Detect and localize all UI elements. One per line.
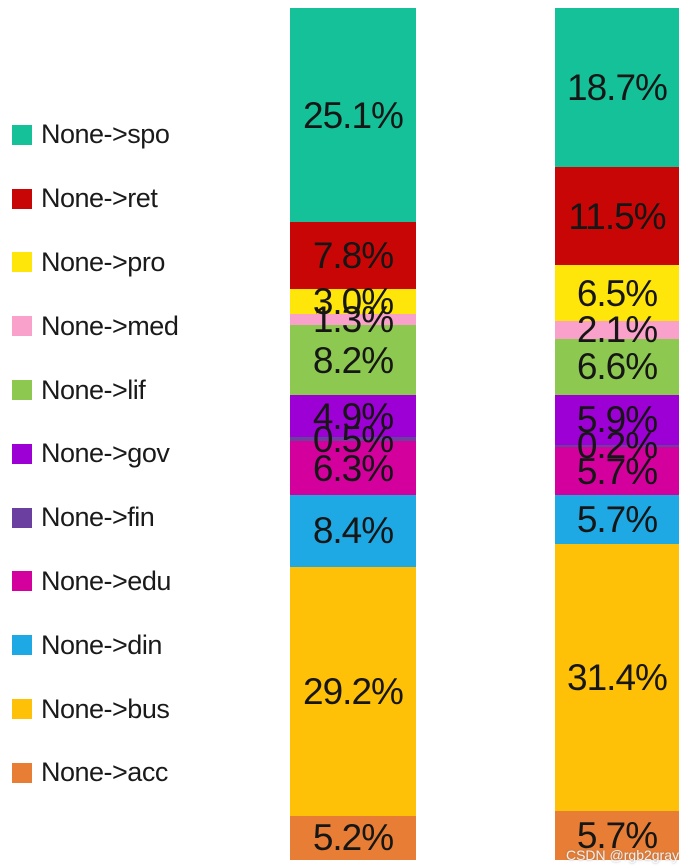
legend-item-label: None->bus: [41, 693, 170, 724]
segment-value-label: 25.1%: [303, 94, 404, 136]
legend-item-label: None->din: [41, 629, 162, 660]
segment-value-label: 7.8%: [312, 234, 394, 276]
segment-value-label: 5.9%: [576, 399, 658, 441]
segment-value-label: 4.9%: [312, 395, 394, 437]
bar-segment: 25.1%: [290, 8, 416, 223]
stacked-bar-right: 18.7% 11.5% 6.5% 2.1% 6.6% 5.9% 0.2% 5.7% 5.7% 31…: [555, 8, 679, 860]
segment-value-label: 8.4%: [312, 510, 394, 552]
segment-value-label: 18.7%: [567, 67, 668, 109]
bar-segment: 6.6%: [555, 338, 679, 395]
legend-color-swatch-icon: [12, 762, 32, 783]
segment-value-label: 0.5%: [312, 418, 394, 460]
legend-item: None->bus: [12, 677, 178, 741]
legend-item-label: None->spo: [41, 119, 170, 150]
segment-value-label: 0.2%: [576, 425, 658, 467]
legend-item: None->pro: [12, 231, 178, 295]
stacked-bar-left: 25.1% 7.8% 3.0% 1.3% 8.2% 4.9% 0.5% 6.3% 8.4% 29.…: [290, 8, 416, 860]
bar-segment: 5.2%: [290, 815, 416, 860]
bar-segment: 5.7%: [555, 495, 679, 544]
bar-segment: 1.3%: [290, 301, 416, 338]
legend-item: None->lif: [12, 358, 178, 422]
legend-item-label: None->edu: [41, 565, 171, 596]
legend-color-swatch-icon: [12, 699, 32, 720]
segment-value-label: 5.7%: [576, 450, 658, 492]
bar-segment: 31.4%: [555, 543, 679, 812]
bar-segment: 7.8%: [290, 222, 416, 289]
segment-value-label: 1.3%: [312, 299, 394, 341]
bar-segment: 11.5%: [555, 167, 679, 266]
bar-segment: 5.9%: [555, 394, 679, 446]
legend-item-label: None->lif: [41, 374, 146, 405]
legend-item: None->gov: [12, 422, 178, 486]
segment-value-label: 11.5%: [568, 195, 666, 237]
legend: None->spo None->ret None->pro None->med None…: [12, 103, 179, 805]
bar-segment: 8.2%: [290, 325, 416, 396]
bar-segment: 5.7%: [555, 811, 679, 860]
bar-segment: 18.7%: [555, 8, 679, 168]
segment-value-label: 29.2%: [303, 670, 404, 712]
bar-segment: 0.2%: [555, 427, 679, 464]
legend-item-label: None->fin: [41, 502, 155, 533]
legend-color-swatch-icon: [12, 316, 32, 337]
legend-item: None->fin: [12, 486, 178, 550]
legend-color-swatch-icon: [12, 635, 32, 656]
legend-color-swatch-icon: [12, 188, 32, 209]
legend-item: None->med: [12, 294, 179, 358]
segment-value-label: 6.6%: [576, 346, 658, 388]
legend-color-swatch-icon: [12, 124, 32, 145]
legend-color-swatch-icon: [12, 507, 32, 528]
legend-item: None->acc: [12, 741, 178, 805]
bar-segment: 6.5%: [555, 265, 679, 321]
segment-value-label: 5.7%: [576, 499, 658, 541]
segment-value-label: 6.5%: [576, 272, 658, 314]
legend-item: None->spo: [12, 103, 178, 167]
segment-value-label: 3.0%: [312, 280, 394, 322]
legend-color-swatch-icon: [12, 380, 32, 401]
legend-color-swatch-icon: [12, 443, 32, 464]
watermark: CSDN @rgb2gray: [565, 847, 679, 863]
legend-item: None->ret: [12, 167, 178, 231]
legend-item: None->din: [12, 613, 178, 677]
legend-item: None->edu: [12, 550, 178, 614]
legend-color-swatch-icon: [12, 571, 32, 592]
segment-value-label: 6.3%: [312, 447, 394, 489]
segment-value-label: 8.2%: [312, 339, 394, 381]
bar-segment: 0.5%: [290, 421, 416, 458]
segment-value-label: 5.7%: [576, 815, 658, 857]
segment-value-label: 5.2%: [312, 817, 394, 859]
bar-segment: 8.4%: [290, 494, 416, 567]
bar-segment: 29.2%: [290, 566, 416, 816]
segment-value-label: 31.4%: [567, 657, 668, 699]
legend-color-swatch-icon: [12, 252, 32, 273]
bar-segment: 2.1%: [555, 311, 679, 348]
bar-segment: 6.3%: [290, 441, 416, 495]
legend-item-label: None->med: [41, 310, 179, 341]
legend-item-label: None->acc: [41, 757, 168, 788]
bar-segment: 5.7%: [555, 446, 679, 496]
legend-item-label: None->pro: [41, 246, 165, 277]
bar-segment: 3.0%: [290, 283, 416, 320]
legend-item-label: None->gov: [41, 438, 170, 469]
legend-item-label: None->ret: [41, 183, 158, 214]
segment-value-label: 2.1%: [576, 309, 658, 351]
bar-segment: 4.9%: [290, 395, 416, 437]
